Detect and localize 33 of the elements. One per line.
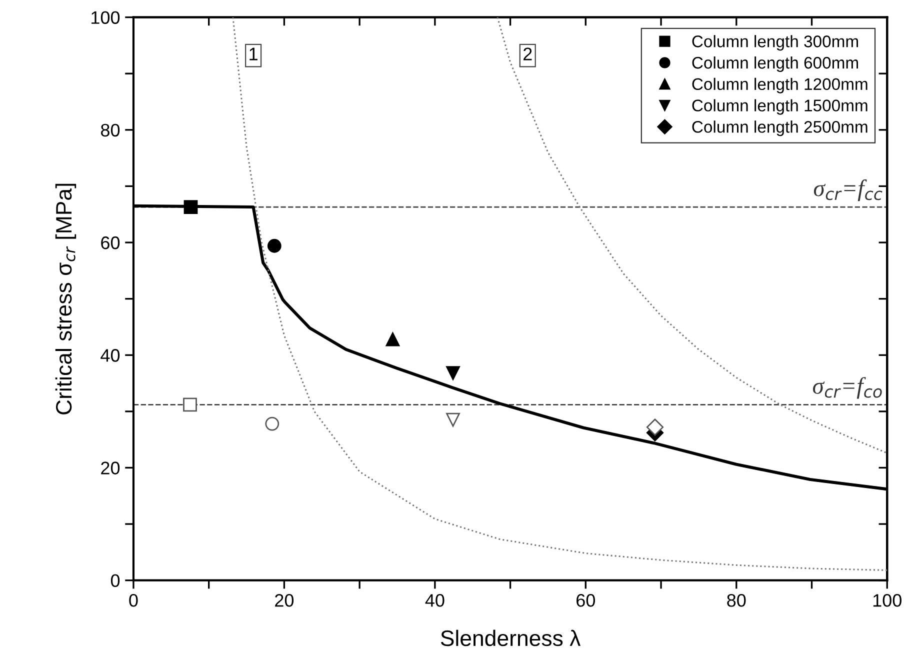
point [446, 412, 460, 427]
y-tick-label: 0 [110, 574, 120, 588]
x-tick-label: 20 [275, 594, 294, 607]
point [267, 238, 282, 253]
ref-line-label: σ$_{cr}$=f$_{cc}$ [814, 179, 882, 202]
legend-label: Column length 1500mm [692, 99, 868, 115]
x-tick-label: 40 [425, 594, 444, 607]
line-series [232, 17, 888, 571]
x-tick-label: 100 [873, 594, 902, 607]
legend-label: Column length 2500mm [692, 120, 868, 136]
point [184, 200, 198, 214]
point [386, 332, 400, 346]
y-tick-label: 80 [100, 124, 120, 137]
y-axis-title: Critical stress σ$_{cr}$ [MPa] [55, 184, 76, 414]
legend-label: Column length 1200mm [692, 78, 868, 94]
ref-line-label: σ$_{cr}$=f$_{co}$ [812, 377, 882, 399]
annotation: 2 [524, 48, 532, 60]
x-tick-label: 60 [576, 594, 595, 607]
annotation: 1 [250, 48, 258, 60]
y-tick-label: 60 [101, 236, 120, 250]
y-tick-label: 20 [101, 462, 120, 474]
x-tick-label: 0 [129, 594, 138, 607]
point [646, 418, 664, 436]
x-tick-label: 80 [727, 594, 746, 607]
legend-label: Column length 300mm [692, 35, 858, 51]
line-series [496, 17, 888, 454]
point [265, 416, 280, 431]
legend-label: Column length 600mm [692, 56, 858, 72]
y-tick-label: 40 [100, 349, 120, 362]
point [183, 398, 197, 412]
point [446, 366, 460, 380]
y-tick-label: 100 [92, 11, 120, 24]
x-axis-title: Slenderness λ [440, 630, 581, 646]
